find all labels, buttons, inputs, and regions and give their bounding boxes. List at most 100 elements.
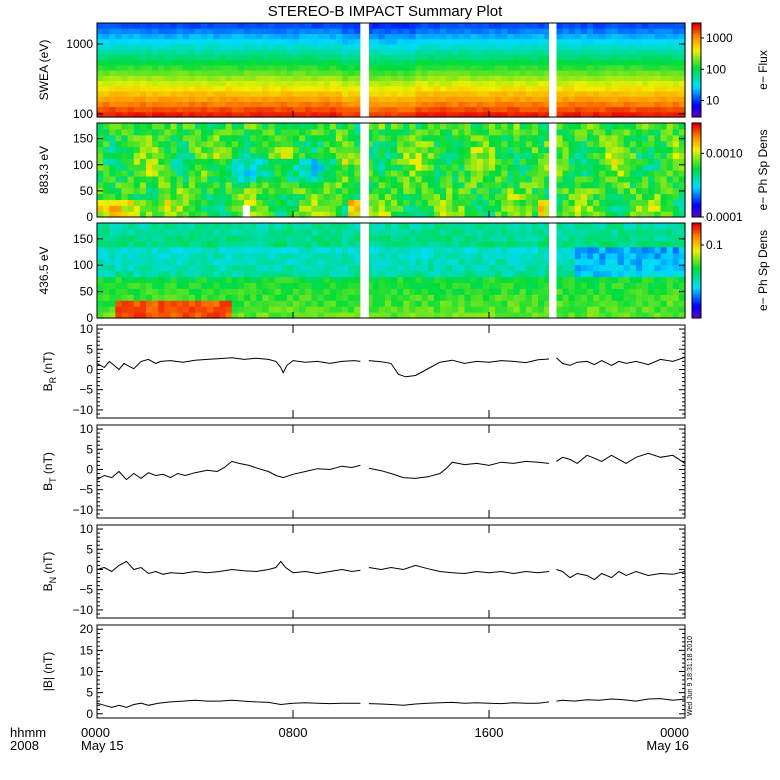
spectrogram-cell: [415, 80, 423, 87]
spectrogram-cell: [231, 101, 239, 108]
spectrogram-cell: [133, 240, 141, 248]
spectrogram-cell: [329, 106, 337, 113]
spectrogram-cell: [642, 181, 649, 189]
spectrogram-cell: [293, 75, 300, 82]
colorbar-step: [692, 202, 701, 206]
spectrogram-cell: [452, 288, 459, 295]
spectrogram-cell: [648, 75, 655, 82]
spectrogram-cell: [574, 23, 582, 29]
spectrogram-cell: [636, 59, 643, 66]
spectrogram-cell: [280, 43, 288, 50]
spectrogram-cell: [317, 101, 325, 108]
spectrogram-cell: [605, 134, 613, 142]
spectrogram-cell: [623, 276, 631, 283]
spectrogram-cell: [170, 199, 178, 206]
spectrogram-cell: [219, 158, 227, 165]
spectrogram-cell: [593, 270, 600, 278]
spectrogram-cell: [446, 164, 453, 171]
spectrogram-cell: [311, 28, 319, 35]
spectrogram-cell: [599, 111, 606, 118]
spectrogram-cell: [458, 240, 466, 248]
spectrogram-cell: [513, 134, 521, 142]
spectrogram-cell: [672, 252, 680, 260]
series-line: [96, 357, 361, 374]
spectrogram-cell: [280, 187, 288, 195]
spectrogram-cell: [556, 59, 564, 66]
spectrogram-cell: [182, 223, 190, 230]
spectrogram-cell: [452, 228, 459, 236]
spectrogram-cell: [372, 252, 380, 260]
spectrogram-cell: [458, 23, 466, 29]
spectrogram-cell: [678, 181, 686, 189]
spectrogram-cell: [470, 234, 478, 242]
spectrogram-cell: [372, 228, 380, 236]
spectrogram-cell: [188, 146, 196, 153]
spectrogram-cell: [672, 223, 680, 230]
spectrogram-cell: [286, 252, 294, 260]
spectrogram-cell: [158, 33, 165, 40]
spectrogram-cell: [231, 199, 239, 206]
spectrogram-cell: [556, 33, 564, 40]
spectrogram-cell: [342, 234, 349, 242]
spectrogram-cell: [421, 223, 429, 230]
spectrogram-cell: [489, 38, 496, 45]
spectrogram-cell: [225, 288, 233, 295]
spectrogram-cell: [617, 270, 625, 278]
spectrogram-cell: [440, 228, 447, 236]
spectrogram-cell: [446, 170, 453, 177]
colorbar-step: [692, 230, 701, 233]
spectrogram-cell: [433, 164, 441, 171]
spectrogram-cell: [207, 59, 214, 66]
spectrogram-cell: [342, 170, 349, 177]
spectrogram-cell: [391, 54, 398, 61]
spectrogram-cell: [409, 187, 417, 195]
spectrogram-cell: [182, 64, 190, 71]
spectrogram-cell: [519, 294, 527, 301]
spectrogram-cell: [152, 158, 159, 165]
spectrogram-cell: [482, 96, 490, 102]
spectrogram-cell: [244, 28, 251, 35]
spectrogram-cell: [440, 187, 447, 195]
spectrogram-cell: [109, 23, 116, 29]
spectrogram-cell: [293, 23, 300, 29]
spectrogram-cell: [213, 252, 221, 260]
spectrogram-cell: [384, 106, 392, 113]
spectrogram-cell: [262, 64, 270, 71]
spectrogram-cell: [562, 70, 570, 76]
spectrogram-cell: [97, 101, 104, 108]
spectrogram-cell: [427, 80, 435, 87]
spectrogram-cell: [182, 199, 190, 206]
spectrogram-cell: [648, 312, 655, 319]
spectrogram-cell: [587, 106, 594, 113]
spectrogram-cell: [489, 170, 496, 177]
spectrogram-cell: [642, 193, 649, 200]
spectrogram-cell: [384, 181, 392, 189]
spectrogram-cell: [495, 90, 502, 97]
spectrogram-cell: [329, 75, 337, 82]
spectrogram-cell: [666, 258, 674, 266]
spectrogram-cell: [207, 90, 214, 97]
spectrogram-cell: [519, 111, 527, 118]
spectrogram-cell: [244, 70, 251, 76]
spectrogram-cell: [170, 288, 178, 295]
spectrogram-cell: [262, 23, 270, 29]
spectrogram-cell: [495, 193, 502, 200]
spectrogram-cell: [342, 59, 349, 66]
spectrogram-cell: [329, 43, 337, 50]
spectrogram-cell: [317, 300, 325, 307]
spectrogram-cell: [317, 38, 325, 45]
spectrogram-cell: [280, 223, 288, 230]
spectrogram-cell: [556, 199, 564, 206]
spectrogram-cell: [293, 223, 300, 230]
spectrogram-cell: [464, 128, 472, 136]
spectrogram-cell: [629, 187, 637, 195]
spectrogram-cell: [391, 170, 398, 177]
spectrogram-cell: [574, 193, 582, 200]
spectrogram-cell: [666, 54, 674, 61]
spectrogram-cell: [433, 170, 441, 177]
spectrogram-cell: [207, 146, 214, 153]
spectrogram-cell: [593, 312, 600, 319]
spectrogram-cell: [415, 43, 423, 50]
spectrogram-cell: [158, 128, 165, 136]
spectrogram-cell: [489, 140, 496, 148]
